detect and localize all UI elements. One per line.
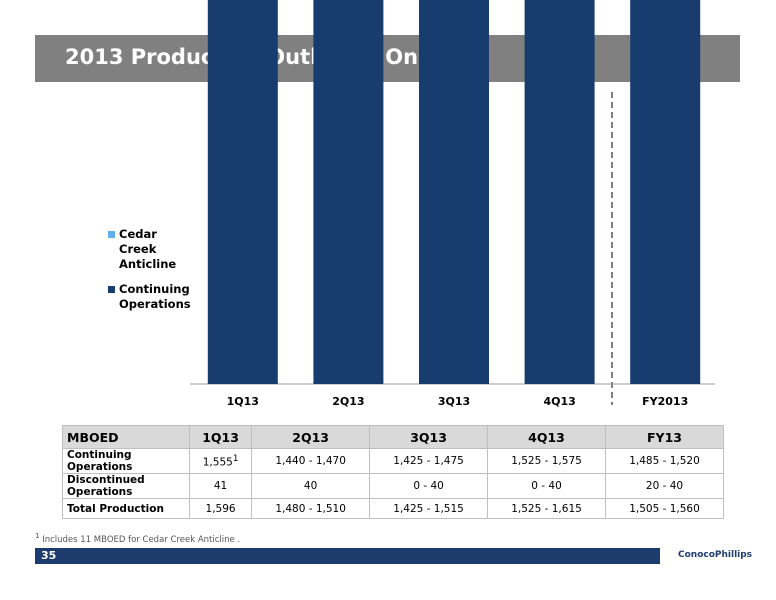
legend-label: Cedar Creek Anticline [119, 227, 177, 271]
cell-text: 40 [303, 480, 318, 492]
cell-text: 0 - 40 [413, 480, 444, 492]
cell-text: 41 [213, 480, 228, 492]
data-table: MBOED 1Q13 2Q13 3Q13 4Q13 FY13 Continuing Oper… [62, 425, 724, 519]
footnote-ref: 1 [232, 453, 239, 464]
table-cell: 20 - 40 [605, 473, 724, 499]
cell-text: 1,425 - 1,515 [393, 502, 464, 515]
bar-segment [524, 0, 595, 384]
legend-label: Continuing Operations [119, 282, 191, 311]
legend-swatch [108, 286, 115, 293]
table-row: Discontinued Operations 41 40 0 - 40 0 - 40 2… [62, 473, 724, 499]
x-tick-label: 3Q13 [438, 395, 470, 408]
cell-text: Discontinued Operations [67, 474, 145, 498]
footnote-text: Includes 11 MBOED for Cedar Creek Anticl… [42, 534, 241, 545]
bar-segment [313, 0, 384, 384]
cell-text: 20 - 40 [645, 480, 684, 492]
cell-text: 0 - 40 [531, 480, 562, 492]
cell-text: 1,440 - 1,470 [275, 455, 346, 467]
table-cell: 1,440 - 1,470 [251, 448, 371, 474]
table-cell: 1,485 - 1,520 [605, 448, 724, 474]
cell-text: 1,480 - 1,510 [275, 502, 346, 515]
table-row: Continuing Operations 1,5551 1,440 - 1,470… [62, 448, 724, 474]
cell-text: 1,525 - 1,615 [511, 502, 582, 515]
footnote: 1 Includes 11 MBOED for Cedar Creek Anti… [35, 531, 240, 545]
x-tick-label: 1Q13 [227, 395, 259, 408]
footnote-mark: 1 [35, 531, 40, 540]
table-cell: 41 [188, 473, 253, 499]
cell-text: 1,525 - 1,575 [511, 455, 582, 467]
table-cell: 0 - 40 [487, 473, 606, 499]
table-cell: Discontinued Operations [62, 473, 190, 499]
cell-text: 1,505 - 1,560 [629, 502, 700, 515]
column-header: 2Q13 [251, 425, 371, 449]
legend-item: Cedar Creek Anticline [108, 227, 198, 272]
table-cell: 0 - 40 [369, 473, 489, 499]
table-cell: 1,525 - 1,615 [487, 498, 606, 519]
cell-text: 1,596 [205, 502, 236, 515]
column-header: 3Q13 [369, 425, 489, 449]
page-number: 35 [41, 549, 57, 562]
legend-swatch [108, 231, 115, 238]
cell-text: 1,485 - 1,520 [629, 455, 700, 467]
table-cell: Continuing Operations [62, 448, 190, 474]
header-row: MBOED 1Q13 2Q13 3Q13 4Q13 FY13 [62, 425, 724, 449]
cell-text: 1,425 - 1,475 [393, 455, 464, 467]
x-tick-label: FY2013 [642, 395, 688, 408]
cell-text: Total Production [67, 502, 164, 515]
column-header: MBOED [62, 425, 190, 449]
x-tick-label: 4Q13 [543, 395, 575, 408]
table-cell: Total Production [62, 498, 190, 519]
footer-bar: 35 [35, 548, 660, 564]
column-header: 1Q13 [188, 425, 253, 449]
bar-segment [630, 0, 701, 384]
table-cell: 1,480 - 1,510 [251, 498, 371, 519]
table-cell: 1,5551 [188, 448, 253, 474]
bar-segment [419, 0, 489, 384]
x-tick-label: 2Q13 [332, 395, 364, 408]
cell-text: Continuing Operations [67, 449, 133, 473]
legend-item: Continuing Operations [108, 282, 198, 312]
table-cell: 1,425 - 1,475 [369, 448, 489, 474]
logo: ConocoPhillips [678, 550, 753, 560]
bar-segment [207, 0, 278, 384]
table-row: Total Production 1,596 1,480 - 1,510 1,425 … [62, 498, 724, 519]
column-header: 4Q13 [487, 425, 606, 449]
cell-text: 1,555 [202, 456, 233, 469]
table-cell: 1,596 [188, 498, 253, 519]
table-cell: 1,525 - 1,575 [487, 448, 606, 474]
table-cell: 1,505 - 1,560 [605, 498, 724, 519]
table-cell: 40 [251, 473, 371, 499]
column-header: FY13 [605, 425, 724, 449]
table-cell: 1,425 - 1,515 [369, 498, 489, 519]
